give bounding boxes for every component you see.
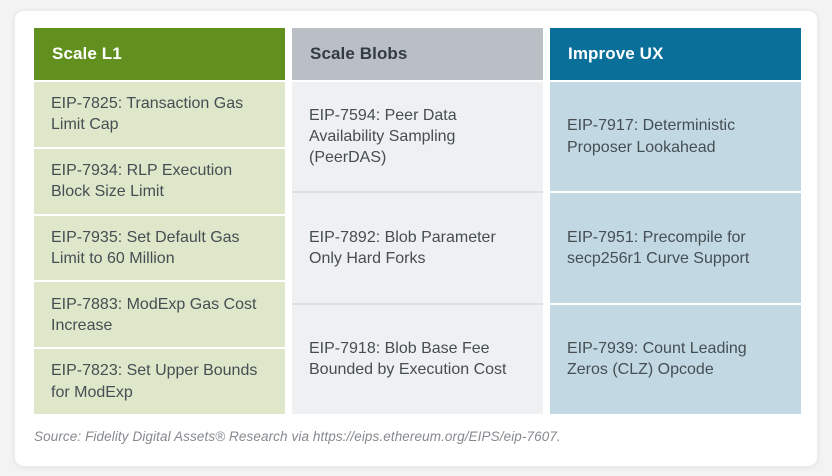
table-cell-eip-7918: EIP-7918: Blob Base Fee Bounded by Execu… [292,302,543,414]
table-cell-eip-7825: EIP-7825: Transaction Gas Limit Cap [34,82,285,147]
table-cell-eip-7917: EIP-7917: Deterministic Proposer Lookahe… [550,82,801,192]
table-cell-eip-7892: EIP-7892: Blob Parameter Only Hard Forks [292,191,543,303]
column-header-scale-l1: Scale L1 [34,28,285,80]
eip-table-card: Scale L1 EIP-7825: Transaction Gas Limit… [14,10,818,467]
eip-category-table: Scale L1 EIP-7825: Transaction Gas Limit… [34,28,801,414]
table-cell-eip-7939: EIP-7939: Count Leading Zeros (CLZ) Opco… [550,302,801,414]
column-body-scale-blobs: EIP-7594: Peer Data Availability Samplin… [292,82,543,414]
column-body-scale-l1: EIP-7825: Transaction Gas Limit Cap EIP-… [34,82,285,414]
table-cell-eip-7934: EIP-7934: RLP Execution Block Size Limit [34,146,285,214]
table-cell-eip-7951: EIP-7951: Precompile for secp256r1 Curve… [550,191,801,303]
column-body-improve-ux: EIP-7917: Deterministic Proposer Lookahe… [550,82,801,414]
column-improve-ux: Improve UX EIP-7917: Deterministic Propo… [550,28,801,414]
column-scale-l1: Scale L1 EIP-7825: Transaction Gas Limit… [34,28,285,414]
table-cell-eip-7883: EIP-7883: ModExp Gas Cost Increase [34,280,285,348]
table-cell-eip-7823: EIP-7823: Set Upper Bounds for ModExp [34,347,285,414]
column-scale-blobs: Scale Blobs EIP-7594: Peer Data Availabi… [292,28,543,414]
column-header-scale-blobs: Scale Blobs [292,28,543,80]
column-header-improve-ux: Improve UX [550,28,801,80]
table-cell-eip-7594: EIP-7594: Peer Data Availability Samplin… [292,82,543,192]
source-attribution: Source: Fidelity Digital Assets® Researc… [34,429,561,444]
table-cell-eip-7935: EIP-7935: Set Default Gas Limit to 60 Mi… [34,213,285,281]
